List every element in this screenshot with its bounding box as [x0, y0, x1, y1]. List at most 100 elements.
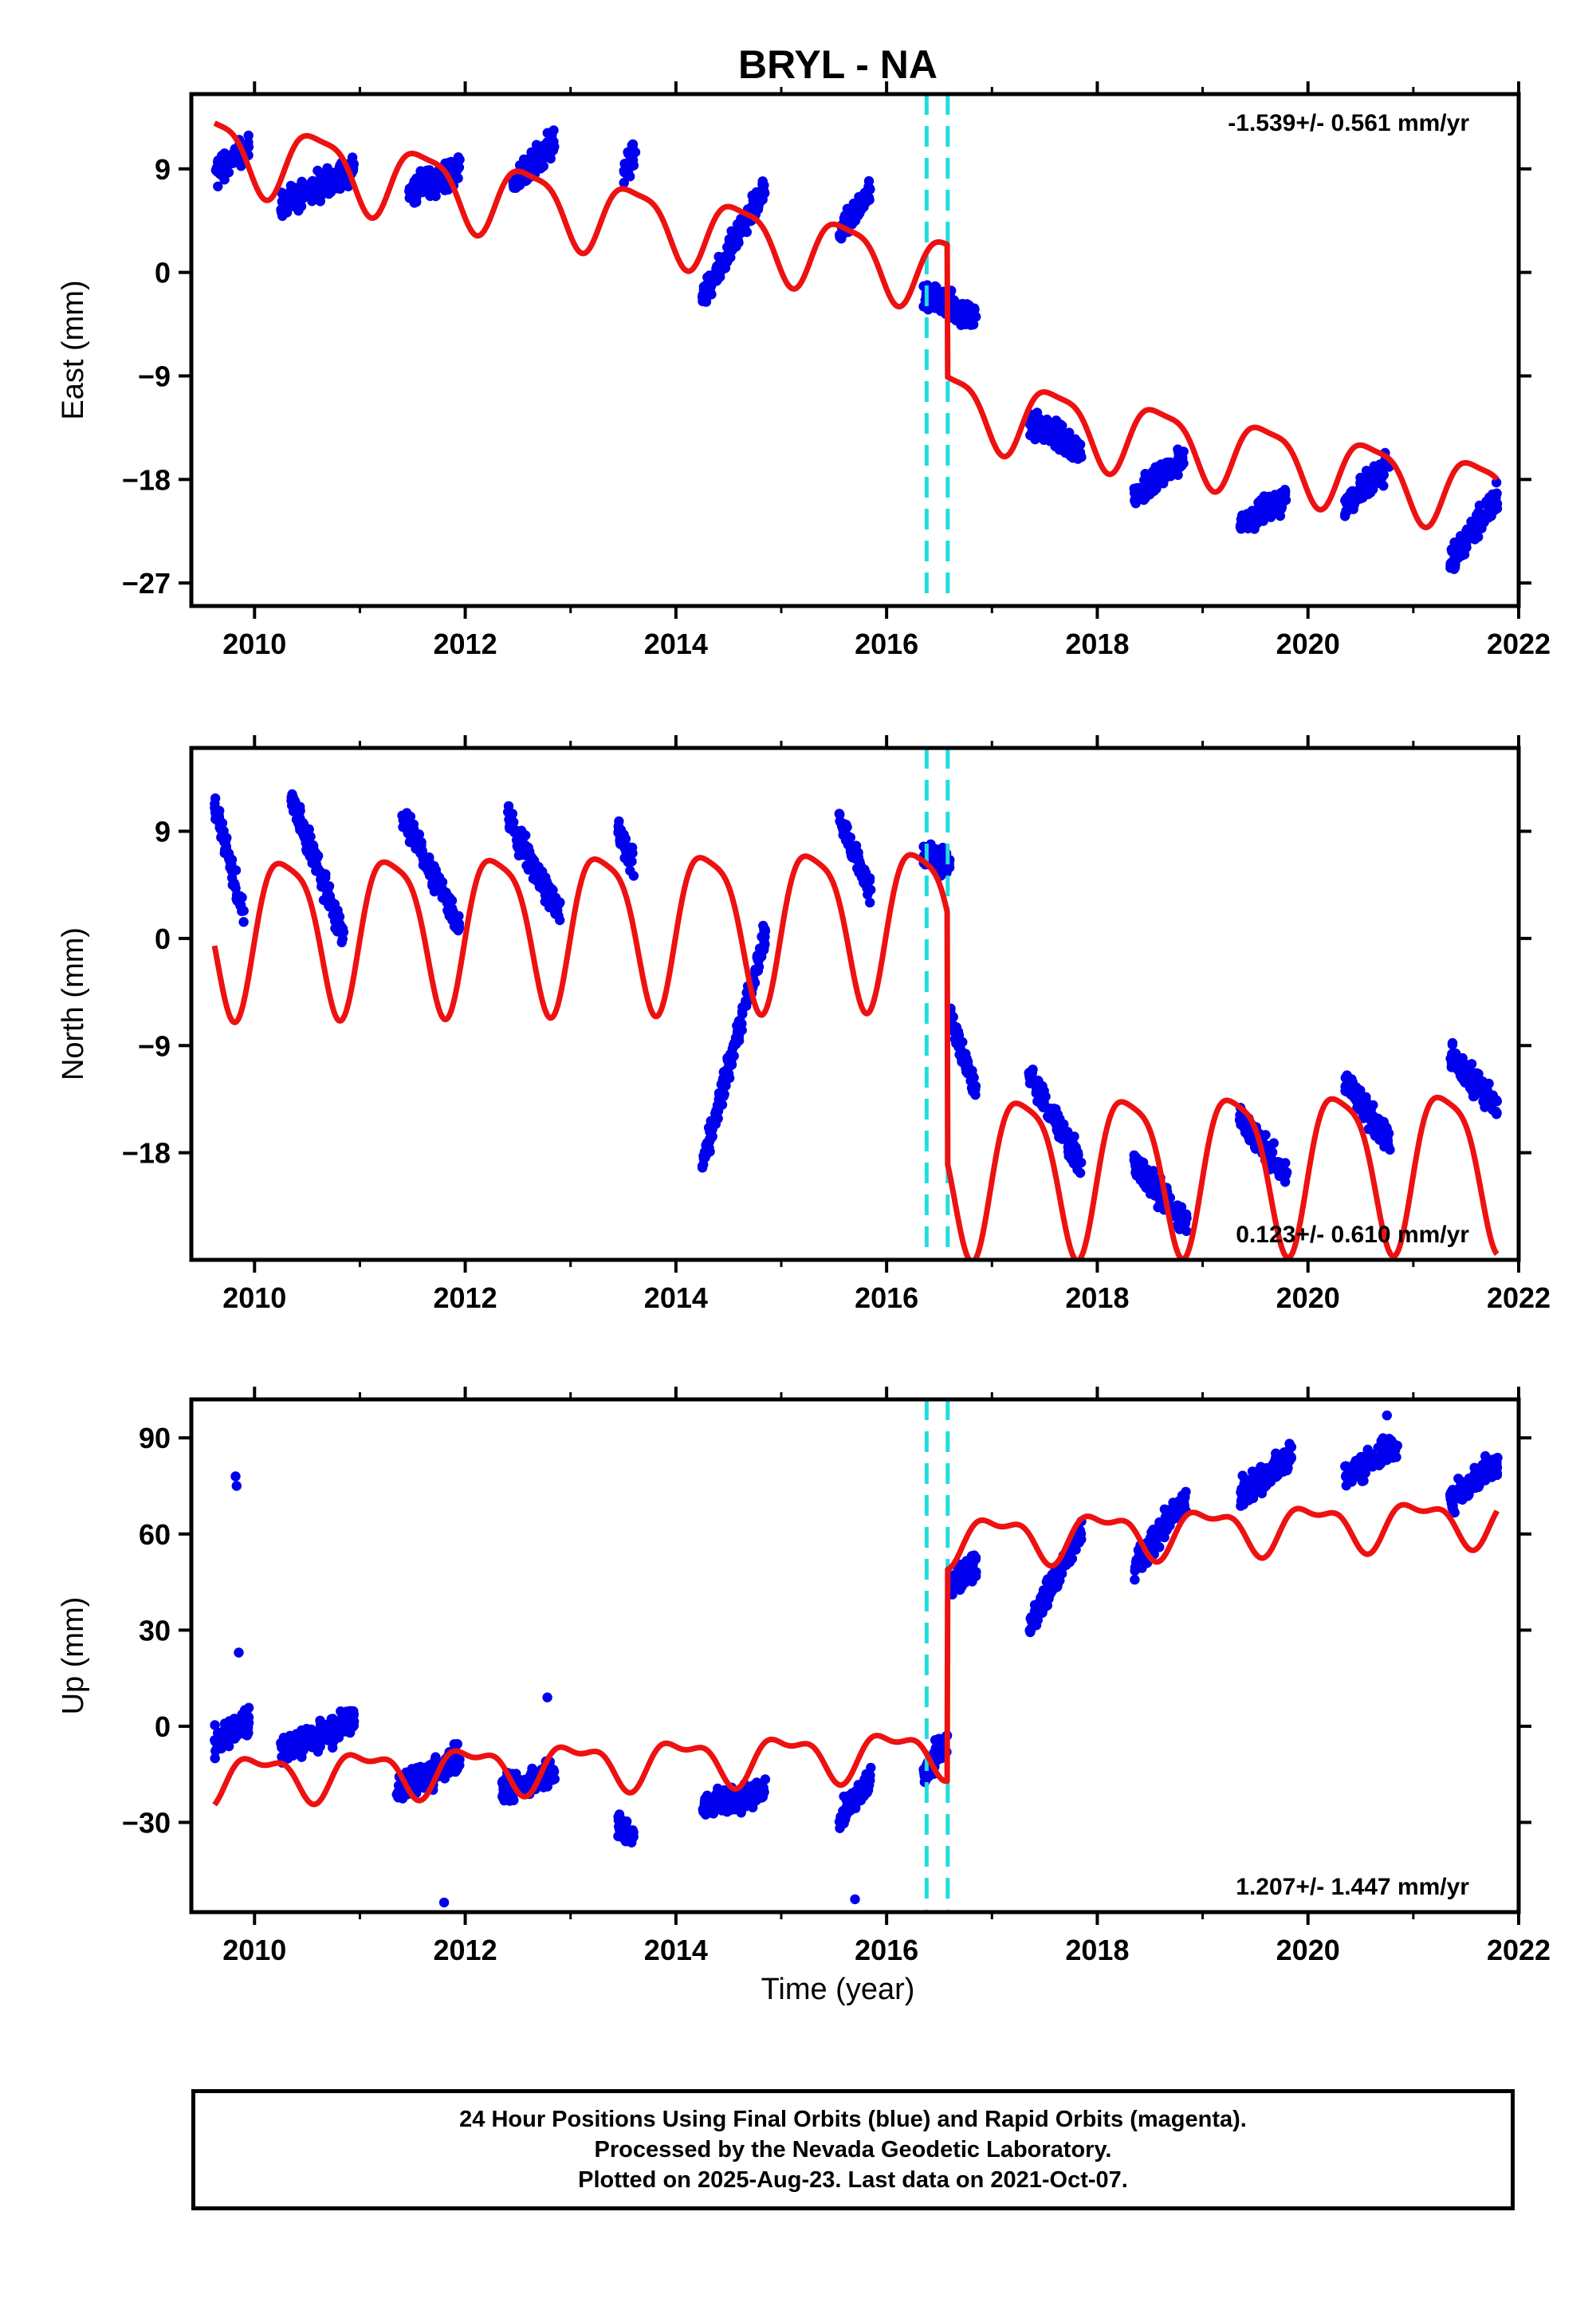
east-data-point — [404, 183, 415, 194]
east-data-point — [961, 315, 973, 326]
panel-north: 2010 2012 2014 2016 2018 2020 202290−9−18North… — [57, 735, 1551, 1314]
east-data-point — [1067, 453, 1079, 463]
east-data-point — [1154, 478, 1165, 490]
north-data-point — [419, 856, 430, 866]
east-data-point — [411, 173, 422, 183]
up-data-point — [1054, 1564, 1064, 1576]
up-data-point — [542, 1776, 553, 1787]
up-data-point — [1380, 1444, 1391, 1454]
north-y-tick-label: −18 — [122, 1137, 171, 1170]
east-data-point — [1361, 466, 1372, 476]
up-data-point — [1490, 1455, 1500, 1466]
up-data-point — [738, 1799, 749, 1810]
north-x-tick-label: 2012 — [434, 1281, 497, 1314]
east-data-point — [347, 152, 358, 163]
east-data-point — [1246, 509, 1256, 519]
up-data-point — [498, 1783, 509, 1794]
up-data-point — [1253, 1482, 1264, 1493]
north-model-curve — [211, 852, 1500, 1260]
up-data-point — [1464, 1490, 1474, 1500]
east-x-tick-label: 2012 — [434, 628, 497, 660]
north-data-point — [1366, 1112, 1376, 1123]
east-x-tick-label: 2014 — [644, 628, 708, 660]
north-data-point — [309, 841, 319, 852]
up-data-point — [1148, 1525, 1158, 1535]
east-data-point — [540, 145, 550, 156]
up-data-point — [239, 1705, 250, 1715]
east-data-point — [930, 281, 941, 292]
up-data-point — [1038, 1585, 1049, 1596]
up-y-tick-label: 90 — [139, 1422, 171, 1454]
north-data-point — [1132, 1154, 1142, 1164]
east-rate-annotation: -1.539+/- 0.561 mm/yr — [1228, 110, 1469, 136]
up-data-point — [219, 1735, 230, 1746]
up-data-point — [1448, 1485, 1458, 1495]
up-outlier-point — [1382, 1410, 1393, 1421]
up-data-point — [1071, 1538, 1082, 1549]
up-data-point — [1250, 1467, 1260, 1478]
east-x-tick-label: 2020 — [1276, 628, 1340, 660]
footer-caption-box: 24 Hour Positions Using Final Orbits (bl… — [191, 2089, 1515, 2210]
up-data-point — [1137, 1563, 1147, 1573]
north-data-point — [1036, 1096, 1048, 1108]
up-outlier-point — [542, 1692, 552, 1702]
east-data-point — [221, 149, 231, 159]
east-data-point — [627, 140, 637, 151]
north-data-point — [229, 878, 240, 888]
up-y-axis-label: Up (mm) — [57, 1597, 90, 1715]
up-data-point — [1025, 1625, 1036, 1636]
up-data-point — [1159, 1532, 1169, 1543]
up-data-point — [748, 1802, 758, 1812]
up-data-point — [1362, 1458, 1373, 1469]
north-rate-annotation: 0.123+/- 0.610 mm/yr — [1236, 1222, 1469, 1248]
up-y-tick-label: 0 — [155, 1710, 171, 1743]
east-data-point — [851, 202, 862, 212]
north-data-point — [752, 950, 763, 961]
east-data-point — [1240, 521, 1251, 533]
up-data-point — [857, 1778, 868, 1789]
up-data-point — [1064, 1557, 1075, 1568]
up-data-point — [753, 1789, 764, 1800]
north-data-point — [316, 881, 327, 892]
north-data-point — [1447, 1040, 1458, 1050]
east-data-point — [619, 178, 629, 188]
north-data-point — [233, 893, 243, 904]
up-data-point — [449, 1761, 459, 1771]
north-data-point — [528, 865, 538, 876]
up-data-point — [1341, 1480, 1352, 1491]
up-outlier-point — [231, 1481, 242, 1491]
east-x-tick-label: 2010 — [222, 628, 286, 660]
up-x-tick-label: 2014 — [644, 1934, 708, 1966]
east-data-point — [548, 125, 559, 136]
up-outlier-point — [438, 1897, 450, 1908]
north-data-point — [717, 1077, 728, 1088]
footer-line-1: 24 Hour Positions Using Final Orbits (bl… — [459, 2107, 1247, 2132]
east-data-point — [848, 216, 859, 227]
east-data-point — [1131, 483, 1142, 494]
north-data-point — [760, 931, 770, 943]
north-data-point — [1447, 1049, 1457, 1060]
east-data-point — [311, 192, 321, 203]
north-data-point — [725, 1054, 736, 1065]
east-data-point — [213, 155, 223, 166]
east-data-point — [1463, 533, 1473, 544]
north-data-point — [622, 850, 633, 860]
east-data-point — [835, 232, 845, 242]
north-data-point — [1351, 1093, 1362, 1104]
east-y-tick-label: 9 — [155, 153, 171, 186]
east-data-point — [425, 191, 435, 202]
up-data-point — [838, 1805, 848, 1816]
up-x-tick-label: 2022 — [1487, 1934, 1551, 1966]
east-data-point — [698, 281, 710, 292]
up-data-point — [348, 1708, 359, 1719]
east-data-point — [751, 199, 762, 210]
north-data-point — [859, 874, 869, 884]
up-x-tick-label: 2016 — [855, 1934, 918, 1966]
east-data-point — [757, 180, 768, 191]
north-data-point — [210, 793, 221, 804]
east-data-point — [1340, 495, 1350, 506]
up-data-point — [968, 1553, 979, 1564]
north-data-point — [1052, 1109, 1063, 1120]
